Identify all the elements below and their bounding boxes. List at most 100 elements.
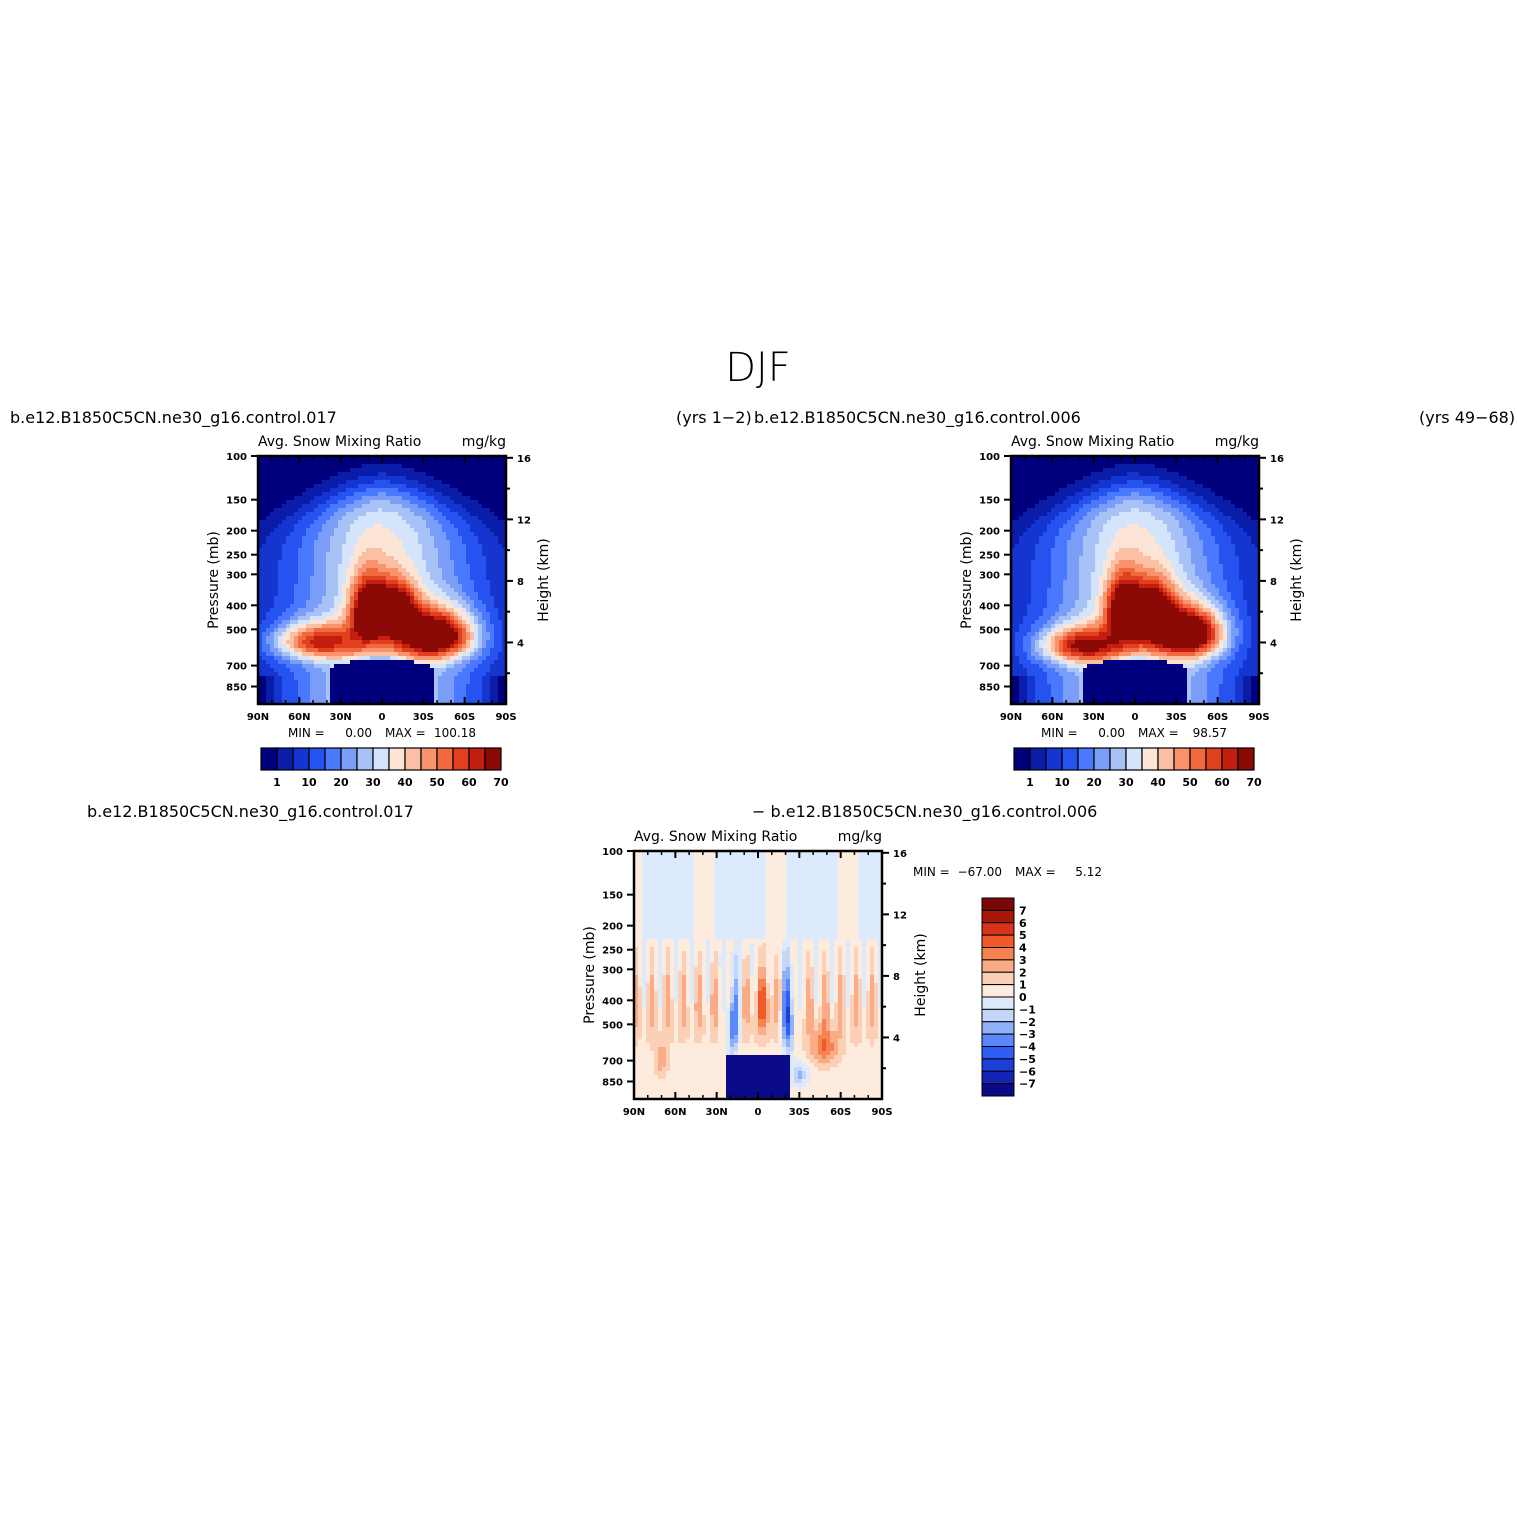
panel-1-case-label: b.e12.B1850C5CN.ne30_g16.control.017 — [10, 408, 337, 428]
field-cell — [302, 512, 307, 517]
field-cell — [1055, 672, 1060, 677]
field-cell — [362, 528, 367, 533]
field-cell — [338, 472, 343, 477]
field-cell — [434, 692, 439, 697]
field-cell — [294, 484, 299, 489]
field-cell — [1015, 596, 1020, 601]
field-cell — [450, 488, 455, 493]
field-cell — [334, 516, 339, 521]
field-cell — [390, 648, 395, 653]
field-cell — [266, 700, 271, 704]
field-cell — [322, 544, 327, 549]
field-cell — [298, 500, 303, 505]
field-cell — [318, 548, 323, 553]
field-cell — [314, 688, 319, 693]
field-cell — [390, 672, 395, 677]
field-cell — [494, 472, 499, 477]
field-cell — [1059, 608, 1064, 613]
field-cell — [1023, 492, 1028, 497]
field-cell — [1051, 464, 1056, 469]
field-cell — [358, 552, 363, 557]
field-cell — [266, 468, 271, 473]
field-cell — [454, 464, 459, 469]
y-right-tick-label: 4 — [517, 638, 524, 649]
field-cell — [402, 592, 407, 597]
field-cell — [1035, 600, 1040, 605]
field-cell — [450, 668, 455, 673]
field-cell — [382, 684, 387, 689]
field-cell — [266, 656, 271, 661]
field-cell — [1035, 652, 1040, 657]
field-cell — [354, 552, 359, 557]
field-cell — [282, 512, 287, 517]
field-cell — [322, 512, 327, 517]
field-cell — [322, 584, 327, 589]
field-cell — [422, 564, 427, 569]
field-cell — [286, 588, 291, 593]
field-cell — [470, 620, 475, 625]
field-cell — [438, 456, 443, 461]
field-cell — [466, 580, 471, 585]
field-cell — [426, 628, 431, 633]
field-cell — [362, 504, 367, 509]
field-cell — [318, 508, 323, 513]
field-cell — [350, 580, 355, 585]
field-cell — [1019, 516, 1024, 521]
field-cell — [1011, 512, 1016, 517]
field-cell — [298, 516, 303, 521]
field-cell — [414, 516, 419, 521]
field-cell — [258, 660, 263, 665]
field-cell — [466, 500, 471, 505]
field-cell — [1059, 528, 1064, 533]
field-cell — [298, 644, 303, 649]
field-cell — [274, 560, 279, 565]
field-cell — [1027, 576, 1032, 581]
field-cell — [402, 668, 407, 673]
field-cell — [466, 608, 471, 613]
field-cell — [374, 700, 379, 704]
field-cell — [1043, 656, 1048, 661]
field-cell — [306, 604, 311, 609]
field-cell — [502, 548, 506, 553]
field-cell — [402, 624, 407, 629]
field-cell — [294, 648, 299, 653]
field-cell — [354, 592, 359, 597]
field-cell — [498, 456, 503, 461]
field-cell — [354, 640, 359, 645]
field-cell — [1071, 572, 1076, 577]
field-cell — [390, 700, 395, 704]
field-cell — [294, 664, 299, 669]
field-cell — [442, 512, 447, 517]
field-cell — [262, 648, 267, 653]
field-cell — [1047, 684, 1052, 689]
field-cell — [474, 500, 479, 505]
field-cell — [342, 576, 347, 581]
field-cell — [386, 612, 391, 617]
field-cell — [330, 464, 335, 469]
field-cell — [290, 692, 295, 697]
field-cell — [1015, 564, 1020, 569]
field-cell — [422, 496, 427, 501]
field-cell — [1055, 484, 1060, 489]
field-cell — [458, 668, 463, 673]
field-cell — [302, 500, 307, 505]
field-cell — [1055, 476, 1060, 481]
field-cell — [450, 688, 455, 693]
field-cell — [278, 552, 283, 557]
field-cell — [1011, 464, 1016, 469]
field-cell — [486, 680, 491, 685]
field-cell — [326, 644, 331, 649]
field-cell — [354, 516, 359, 521]
field-cell — [1071, 536, 1076, 541]
field-cell — [378, 688, 383, 693]
field-cell — [426, 616, 431, 621]
field-cell — [394, 528, 399, 533]
field-cell — [1023, 600, 1028, 605]
field-cell — [1011, 572, 1016, 577]
field-cell — [486, 524, 491, 529]
field-cell — [1075, 580, 1080, 585]
field-cell — [450, 456, 455, 461]
field-cell — [1011, 560, 1016, 565]
field-cell — [302, 620, 307, 625]
field-cell — [370, 504, 375, 509]
